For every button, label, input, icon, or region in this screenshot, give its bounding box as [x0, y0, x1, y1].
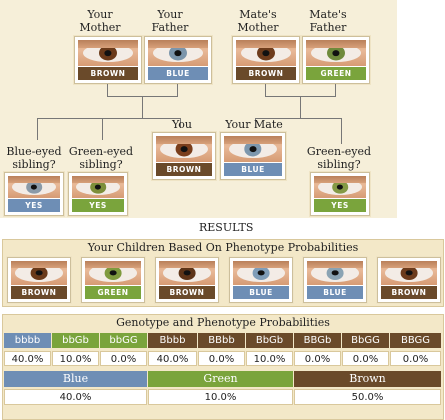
genotype-header: bbGG: [100, 333, 147, 348]
phenotype-header-brown: Brown: [294, 371, 441, 387]
eye-image: [236, 40, 296, 66]
label-mates-mother: Mate's Mother: [237, 8, 279, 34]
connector-line: [180, 118, 181, 128]
eye-card-your-mate[interactable]: BLUE: [220, 132, 286, 180]
phenotype-header-green: Green: [148, 371, 293, 387]
eye-image: [72, 176, 124, 198]
eye-card-child[interactable]: BROWN: [7, 257, 71, 303]
genotype-header: BBGG: [390, 333, 441, 348]
genotype-value: 0.0%: [390, 351, 441, 366]
eye-image: [381, 261, 437, 285]
tag-green: GREEN: [306, 67, 366, 80]
genotype-header: Bbbb: [148, 333, 197, 348]
connector-line: [102, 118, 103, 140]
eye-card-your-father[interactable]: BLUE: [144, 36, 212, 84]
connector-line: [177, 84, 178, 96]
connector-line: [255, 118, 341, 119]
eye-image: [233, 261, 289, 285]
label-your-mate: Your Mate: [225, 118, 283, 131]
tag-brown: BROWN: [156, 163, 212, 176]
tag-brown: BROWN: [78, 67, 138, 80]
connector-line: [37, 118, 180, 119]
genotype-value: 10.0%: [246, 351, 293, 366]
children-panel-title: Your Children Based On Phenotype Probabi…: [87, 241, 359, 254]
eye-image: [224, 136, 282, 162]
genotype-value: 10.0%: [52, 351, 99, 366]
eye-image: [159, 261, 215, 285]
eye-card-your-mother[interactable]: BROWN: [74, 36, 142, 84]
eye-card-green-sibling[interactable]: YES: [68, 172, 128, 216]
eye-card-you[interactable]: BROWN: [152, 132, 216, 180]
label-you: You: [171, 118, 192, 131]
connector-line: [300, 96, 301, 118]
genotype-header: BbGb: [246, 333, 293, 348]
genotype-panel-title: Genotype and Phenotype Probabilities: [116, 316, 330, 329]
eye-image: [11, 261, 67, 285]
label-your-father: Your Father: [151, 8, 189, 34]
eye-image: [156, 136, 212, 162]
tag-blue: BLUE: [233, 286, 289, 299]
label-mates-father: Mate's Father: [309, 8, 347, 34]
eye-card-blue-sibling[interactable]: YES: [4, 172, 64, 216]
genotype-header: BBbb: [198, 333, 245, 348]
label-green-eyed-sibling: Green-eyed sibling?: [68, 145, 134, 171]
connector-line: [107, 84, 108, 96]
connector-line: [142, 96, 143, 118]
label-your-mother: Your Mother: [79, 8, 121, 34]
genotype-value: 0.0%: [198, 351, 245, 366]
eye-image: [306, 40, 366, 66]
tag-blue: BLUE: [224, 163, 282, 176]
genotype-value: 0.0%: [294, 351, 341, 366]
connector-line: [37, 118, 38, 140]
eye-card-child[interactable]: BROWN: [377, 257, 441, 303]
genotype-value: 40.0%: [4, 351, 51, 366]
tag-yes: YES: [314, 199, 366, 212]
phenotype-value-brown: 50.0%: [294, 389, 441, 405]
eye-image: [307, 261, 363, 285]
eye-card-mate-green-sibling[interactable]: YES: [310, 172, 370, 216]
genotype-value: 0.0%: [100, 351, 147, 366]
connector-line: [335, 84, 336, 96]
genotype-panel: Genotype and Phenotype Probabilities bbb…: [2, 314, 444, 420]
eye-card-child[interactable]: BLUE: [229, 257, 293, 303]
genotype-header: bbGb: [52, 333, 99, 348]
eye-image: [8, 176, 60, 198]
children-panel: Your Children Based On Phenotype Probabi…: [2, 239, 444, 307]
eye-image: [148, 40, 208, 66]
tag-green: GREEN: [85, 286, 141, 299]
eye-card-child[interactable]: BLUE: [303, 257, 367, 303]
tag-yes: YES: [8, 199, 60, 212]
eye-card-child[interactable]: GREEN: [81, 257, 145, 303]
connector-line: [341, 118, 342, 144]
eye-card-child[interactable]: BROWN: [155, 257, 219, 303]
genotype-value: 0.0%: [342, 351, 389, 366]
tag-brown: BROWN: [11, 286, 67, 299]
tag-blue: BLUE: [307, 286, 363, 299]
connector-line: [265, 84, 266, 96]
genotype-header: BBGb: [294, 333, 341, 348]
phenotype-value-green: 10.0%: [148, 389, 293, 405]
genotype-header: bbbb: [4, 333, 51, 348]
tag-brown: BROWN: [381, 286, 437, 299]
eye-card-mates-mother[interactable]: BROWN: [232, 36, 300, 84]
tag-yes: YES: [72, 199, 124, 212]
label-mate-green-eyed-sibling: Green-eyed sibling?: [306, 145, 372, 171]
tag-brown: BROWN: [236, 67, 296, 80]
results-heading: RESULTS: [199, 221, 254, 234]
connector-line: [255, 118, 256, 128]
phenotype-header-blue: Blue: [4, 371, 147, 387]
tag-brown: BROWN: [159, 286, 215, 299]
eye-card-mates-father[interactable]: GREEN: [302, 36, 370, 84]
label-blue-eyed-sibling: Blue-eyed sibling?: [6, 145, 62, 171]
eye-image: [78, 40, 138, 66]
eye-image: [314, 176, 366, 198]
genotype-header: BbGG: [342, 333, 389, 348]
genotype-value: 40.0%: [148, 351, 197, 366]
tag-blue: BLUE: [148, 67, 208, 80]
eye-image: [85, 261, 141, 285]
phenotype-value-blue: 40.0%: [4, 389, 147, 405]
